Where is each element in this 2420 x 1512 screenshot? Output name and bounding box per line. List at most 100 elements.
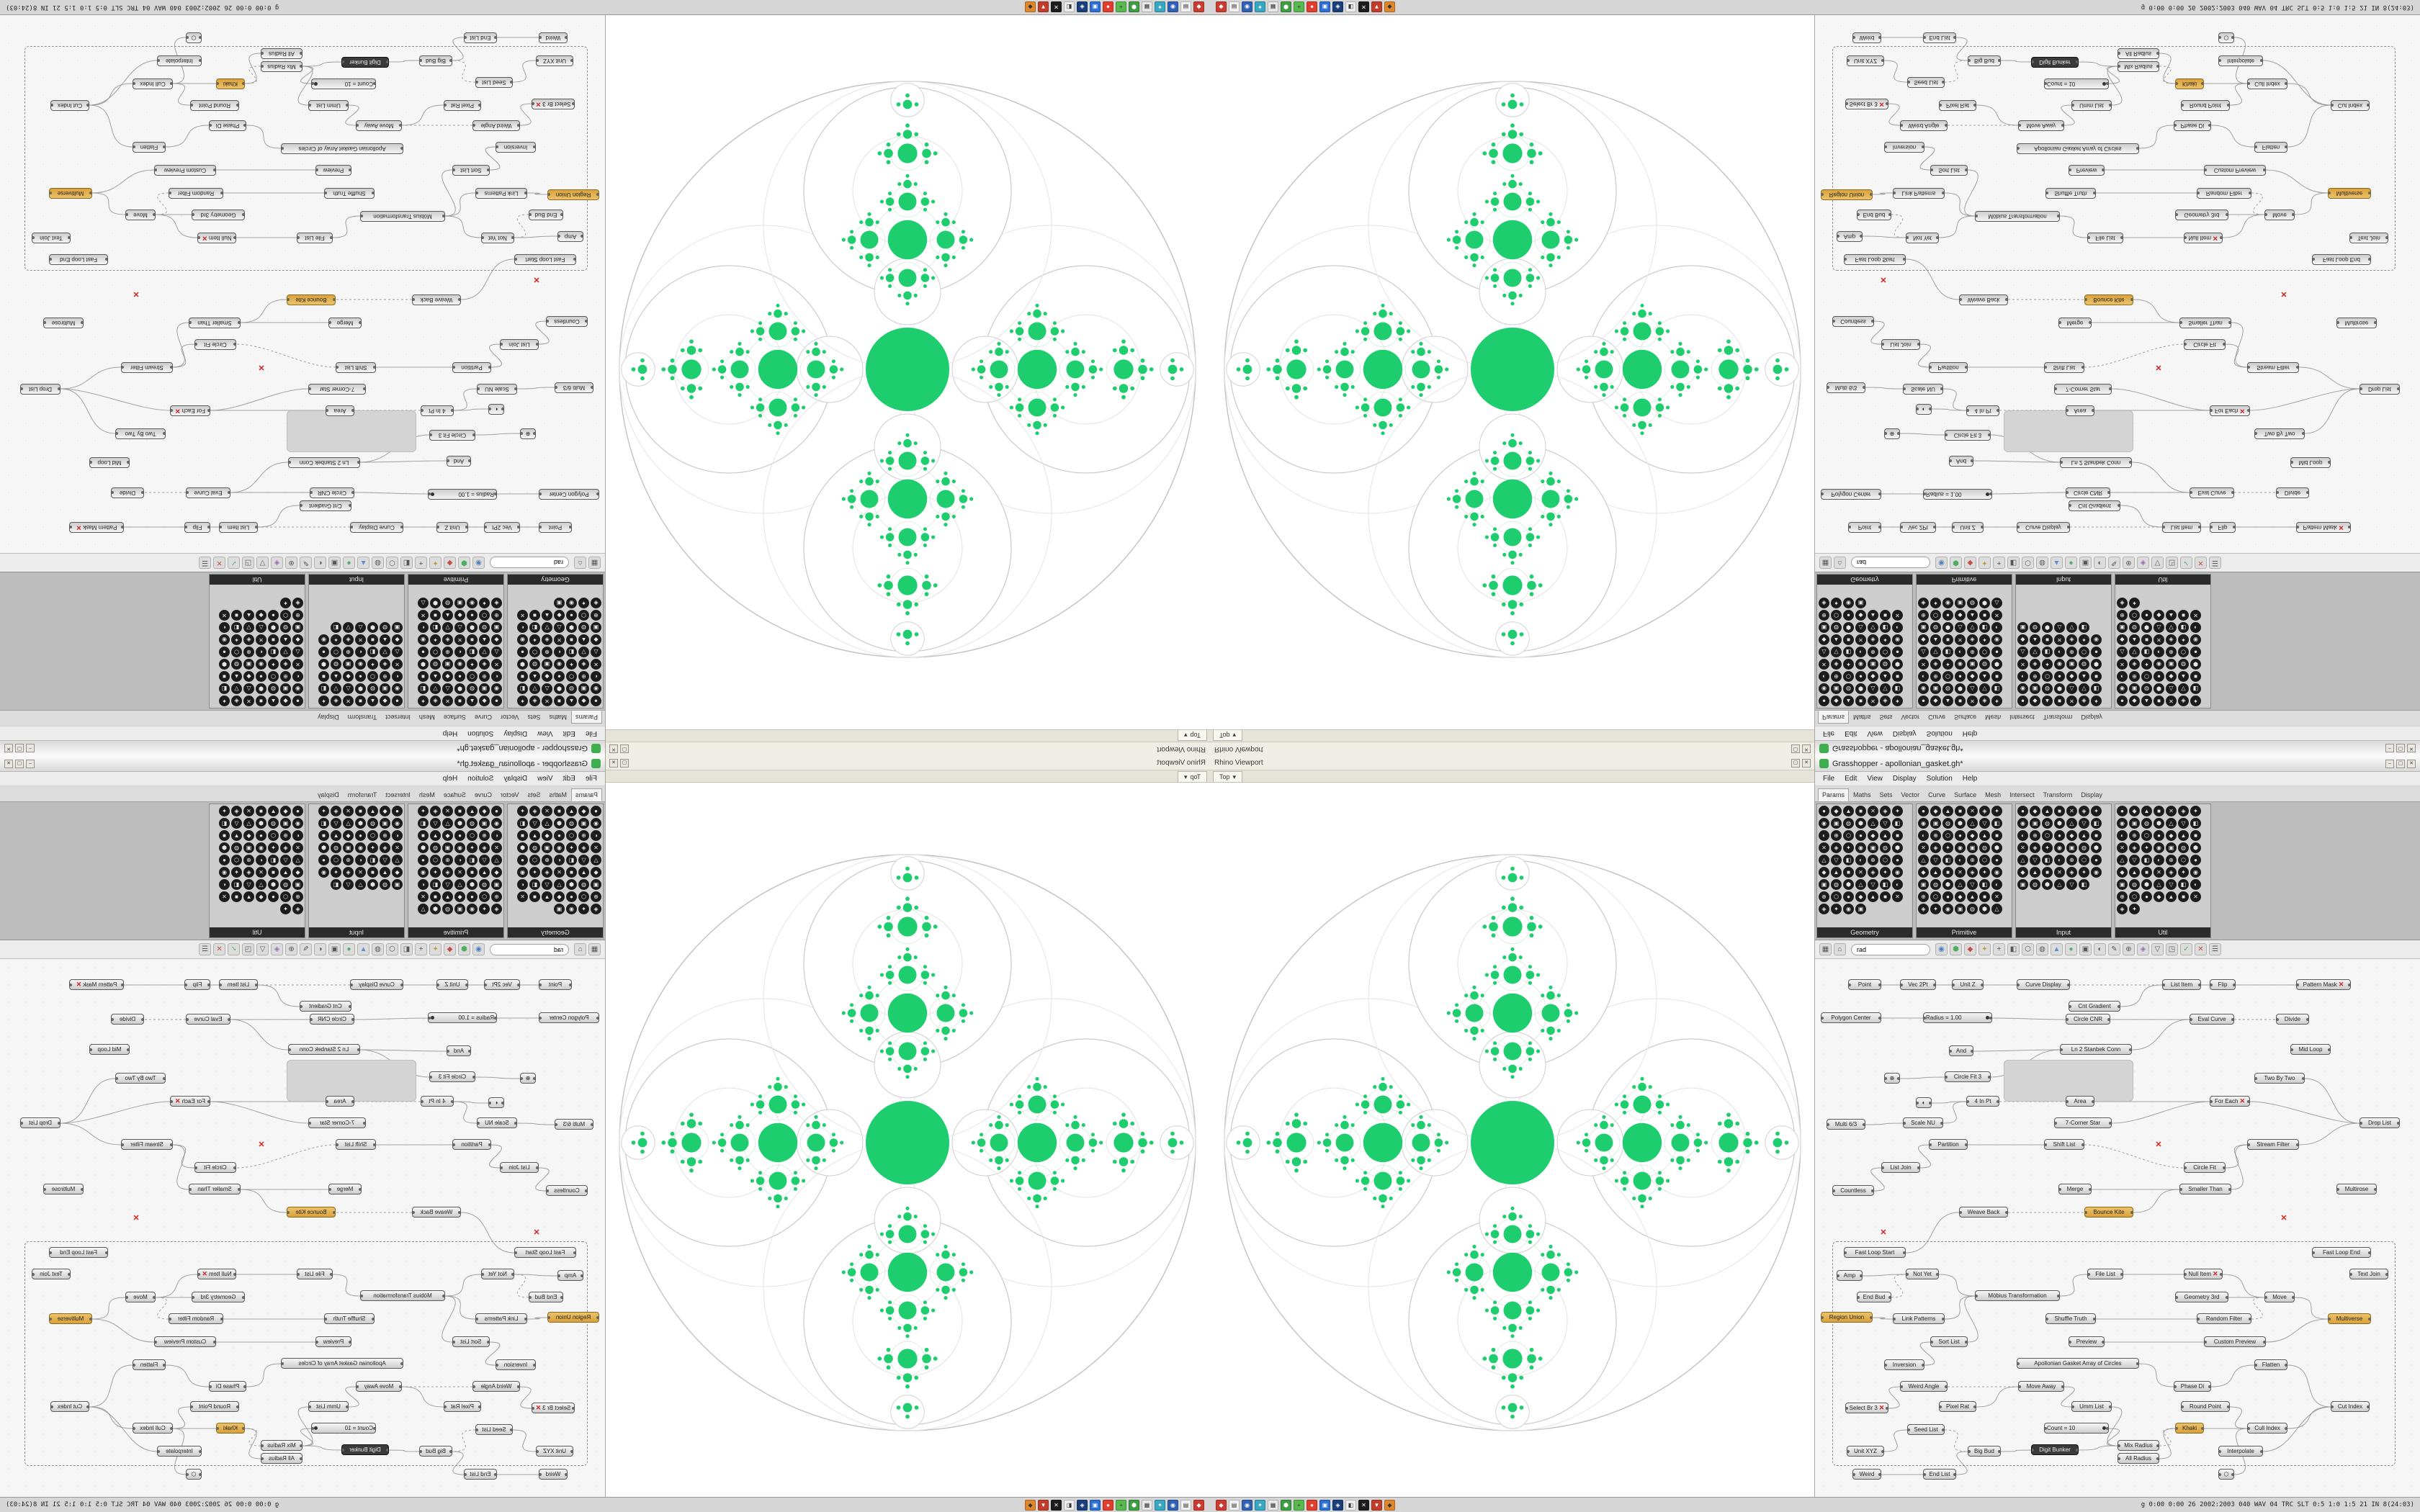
component-icon[interactable]: ▣ — [2117, 879, 2128, 890]
component-icon[interactable]: ◉ — [292, 683, 303, 694]
component-icon[interactable]: ■ — [467, 634, 478, 645]
component-icon[interactable]: ▲ — [430, 671, 441, 682]
component-icon[interactable]: △ — [2017, 647, 2028, 657]
browser-icon[interactable]: ◉ — [1242, 1499, 1252, 1511]
gh-node[interactable]: Geometry 3rd — [192, 210, 245, 220]
component-icon[interactable]: ✦ — [578, 904, 589, 914]
component-icon[interactable]: ✕ — [418, 891, 429, 902]
component-icon[interactable]: ■ — [2178, 891, 2189, 902]
mesh-preview-icon[interactable]: ⬢ — [1950, 943, 1962, 955]
viewport-canvas[interactable] — [605, 15, 1210, 729]
component-icon[interactable]: ⬢ — [355, 818, 366, 829]
component-icon[interactable]: ⬢ — [554, 818, 565, 829]
component-icon[interactable]: △ — [2017, 855, 2028, 865]
component-icon[interactable]: ◆ — [256, 610, 266, 621]
viewport-tab-top[interactable]: Top ▾ — [1177, 730, 1207, 741]
component-icon[interactable]: ◐ — [2117, 830, 2128, 841]
component-icon[interactable]: ⬢ — [1892, 842, 1903, 853]
component-icon[interactable]: ⬢ — [1991, 842, 2002, 853]
component-icon[interactable]: ◈ — [430, 696, 441, 706]
component-icon[interactable]: ◈ — [491, 598, 502, 608]
component-icon[interactable]: ◈ — [331, 806, 341, 816]
gh-node[interactable]: Stream Filter — [121, 1139, 173, 1150]
component-icon[interactable]: ◉ — [318, 867, 329, 878]
component-icon[interactable]: ◉ — [1855, 842, 1866, 853]
light-app-icon[interactable]: ◧ — [1064, 1, 1075, 13]
light-app-icon[interactable]: ◧ — [1345, 1499, 1356, 1511]
component-icon[interactable]: ◐ — [2054, 647, 2065, 657]
component-icon[interactable]: ▽ — [231, 818, 242, 829]
slider-knob[interactable] — [431, 492, 434, 496]
tab-transform[interactable]: Transform — [347, 791, 377, 798]
component-icon[interactable]: ● — [268, 610, 279, 621]
component-icon[interactable]: ◈ — [231, 806, 242, 816]
component-icon[interactable]: ⊕ — [1819, 610, 1829, 621]
editor-icon[interactable]: ▦ — [1268, 1, 1278, 13]
gh-node[interactable]: Circle Fit — [2184, 339, 2226, 350]
gh-node[interactable]: Curve Display — [2017, 979, 2070, 990]
gh-node[interactable]: 4 In Pt — [1966, 1096, 1999, 1107]
close-button[interactable]: ✕ — [1802, 758, 1811, 768]
gh-node[interactable]: Mix Radius — [2118, 61, 2159, 72]
component-icon[interactable]: ◈ — [1918, 904, 1929, 914]
component-icon[interactable]: ▲ — [2141, 806, 2152, 816]
component-icon[interactable]: ▽ — [1967, 879, 1978, 890]
component-icon[interactable]: △ — [1868, 683, 1878, 694]
component-icon[interactable]: ◉ — [467, 598, 478, 608]
component-icon[interactable]: ● — [318, 855, 329, 865]
component-icon[interactable]: ● — [256, 671, 266, 682]
component-icon[interactable]: ▣ — [1955, 904, 1966, 914]
component-icon[interactable]: ✕ — [243, 806, 254, 816]
component-icon[interactable]: △ — [418, 904, 429, 914]
component-icon[interactable]: ■ — [418, 830, 429, 841]
gh-node[interactable]: Partition — [1929, 1139, 1968, 1150]
menu-solution[interactable]: Solution — [1926, 729, 1953, 737]
green-app-icon[interactable]: ⬢ — [1281, 1, 1291, 13]
component-icon[interactable]: ● — [2117, 696, 2128, 706]
component-icon[interactable]: ✕ — [1892, 891, 1903, 902]
component-icon[interactable]: ◉ — [2017, 818, 2028, 829]
component-icon[interactable]: ◐ — [591, 671, 601, 682]
gh-node[interactable]: File List — [2087, 1269, 2123, 1279]
gh-node[interactable]: Big Bud — [419, 55, 452, 66]
triangle-icon[interactable]: ▲ — [357, 557, 369, 569]
component-icon[interactable]: ● — [2141, 891, 2152, 902]
component-icon[interactable]: ✦ — [1979, 867, 1990, 878]
gh-node[interactable]: Eval Curve — [186, 487, 230, 498]
grid-icon[interactable]: ▣ — [328, 943, 341, 955]
component-icon[interactable]: ◆ — [2117, 867, 2128, 878]
menu-display[interactable]: Display — [503, 729, 528, 737]
component-icon[interactable]: ◍ — [566, 683, 577, 694]
component-icon[interactable]: ◆ — [578, 696, 589, 706]
gh-node[interactable]: Bounce Kite — [2084, 1207, 2133, 1218]
mesh-preview-icon[interactable]: ⬢ — [1950, 557, 1962, 569]
component-icon[interactable]: ⬢ — [2141, 879, 2152, 890]
component-icon[interactable]: ✕ — [2066, 806, 2077, 816]
component-icon[interactable]: ◉ — [2190, 634, 2201, 645]
component-icon[interactable]: ⬡ — [1880, 855, 1891, 865]
gh-node[interactable]: Radius = 1.00 — [428, 489, 497, 500]
component-icon[interactable]: ▣ — [578, 683, 589, 694]
component-icon[interactable]: ⬡ — [268, 671, 279, 682]
component-icon[interactable]: ◧ — [318, 683, 329, 694]
component-icon[interactable]: ✕ — [243, 696, 254, 706]
solver-on-icon[interactable]: ✓ — [2180, 557, 2192, 569]
component-icon[interactable]: ⊕ — [1868, 855, 1878, 865]
canvas-menu-icon[interactable]: ☰ — [2209, 943, 2221, 955]
component-icon[interactable]: ● — [268, 891, 279, 902]
gh-node[interactable]: Ln 2 Stanbek Conn — [288, 457, 360, 468]
component-icon[interactable]: ● — [219, 855, 230, 865]
component-icon[interactable]: ◧ — [566, 855, 577, 865]
component-icon[interactable]: △ — [491, 647, 502, 657]
component-icon[interactable]: ◉ — [491, 818, 502, 829]
component-icon[interactable]: ▽ — [1880, 818, 1891, 829]
component-icon[interactable]: ▽ — [343, 622, 354, 633]
component-icon[interactable]: ⊕ — [1918, 891, 1929, 902]
component-icon[interactable]: ■ — [1855, 806, 1866, 816]
component-icon[interactable]: ✦ — [2129, 598, 2140, 608]
component-icon[interactable]: ◆ — [1831, 696, 1842, 706]
gh-node[interactable]: Amp — [557, 1270, 583, 1281]
component-icon[interactable]: ■ — [268, 867, 279, 878]
gh-node[interactable]: Vec 2Pt — [1900, 979, 1936, 990]
component-icon[interactable]: ⬢ — [367, 622, 378, 633]
